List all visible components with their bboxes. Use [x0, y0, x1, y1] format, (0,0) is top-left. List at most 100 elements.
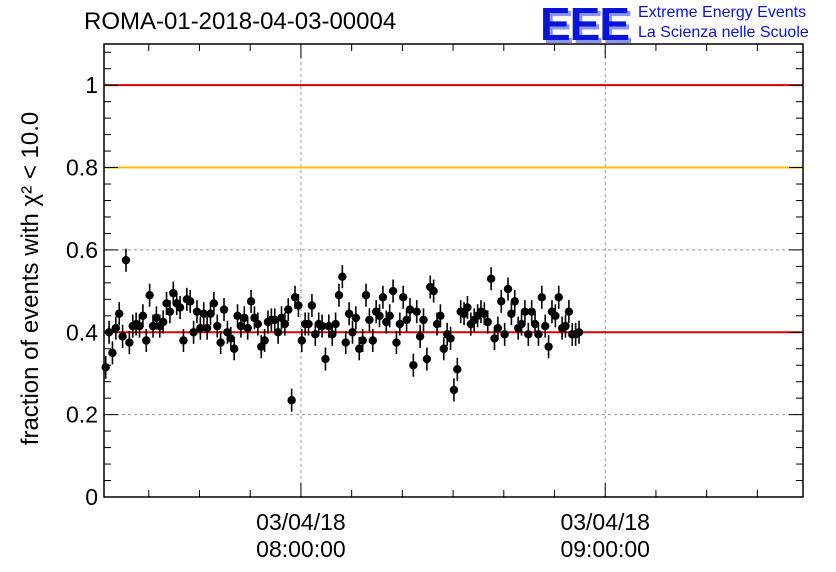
data-point [392, 331, 401, 355]
data-marker [378, 293, 388, 302]
data-point [544, 335, 553, 359]
data-point [307, 293, 317, 318]
data-point [297, 328, 306, 353]
data-point [399, 285, 408, 309]
x-tick-label-date: 03/04/18 [560, 509, 650, 535]
data-marker [135, 321, 144, 331]
data-marker [179, 336, 188, 345]
data-marker [507, 309, 516, 318]
data-point [253, 312, 263, 336]
data-point [415, 324, 425, 348]
data-point [507, 302, 516, 326]
data-point [334, 283, 344, 307]
x-tick-label-time: 09:00:00 [560, 536, 650, 562]
data-point [108, 341, 117, 365]
data-point [287, 388, 296, 412]
data-marker [226, 334, 235, 343]
data-marker [108, 348, 117, 358]
logo-line-2: La Scienza nelle Scuole [638, 24, 809, 41]
data-point [169, 281, 178, 305]
data-marker [483, 317, 492, 327]
data-marker [341, 338, 350, 347]
data-marker [148, 321, 158, 331]
data-marker [419, 315, 428, 325]
data-marker [490, 334, 499, 343]
data-marker [459, 309, 469, 318]
data-marker [334, 291, 344, 300]
data-point [368, 328, 377, 353]
data-point [284, 298, 293, 322]
data-marker [206, 309, 215, 318]
axes: 00.20.40.60.8103/04/1808:00:0003/04/1809… [66, 44, 803, 562]
data-point [213, 314, 222, 338]
data-point [419, 308, 428, 332]
data-point [395, 312, 405, 336]
data-marker [223, 328, 232, 337]
data-point [317, 314, 327, 338]
data-marker [294, 301, 303, 310]
data-marker [348, 328, 357, 337]
data-point [436, 304, 445, 328]
data-marker [169, 288, 178, 298]
x-tick-label-time: 08:00:00 [256, 536, 346, 562]
data-marker [233, 311, 242, 320]
data-point [497, 289, 506, 313]
reference-lines [104, 84, 803, 334]
data-point [375, 304, 384, 328]
data-marker [162, 299, 171, 308]
data-marker [260, 336, 269, 345]
data-marker [142, 336, 151, 345]
data-point [101, 355, 110, 379]
data-point [175, 296, 185, 320]
data-marker [351, 313, 361, 323]
data-marker [429, 286, 438, 296]
data-marker [175, 303, 185, 312]
data-marker [196, 323, 205, 333]
data-marker [189, 328, 198, 337]
data-point [365, 308, 374, 332]
data-marker [213, 321, 222, 331]
data-point [338, 265, 347, 289]
data-point [344, 302, 354, 326]
data-marker [216, 338, 225, 347]
data-point [463, 296, 472, 320]
data-point [165, 300, 175, 324]
data-marker [158, 317, 168, 327]
data-point [551, 304, 560, 328]
data-marker [544, 342, 553, 351]
data-point [537, 285, 547, 309]
data-marker [273, 328, 283, 337]
data-point [564, 300, 574, 324]
data-marker [257, 342, 266, 351]
data-point [219, 298, 229, 322]
data-marker [375, 311, 384, 320]
data-point [192, 300, 202, 324]
data-marker [497, 297, 506, 306]
data-point [142, 328, 151, 353]
data-marker [246, 297, 256, 306]
data-point [121, 248, 131, 272]
data-point [510, 289, 519, 313]
data-point [503, 277, 513, 301]
data-point [388, 279, 398, 303]
y-tick-label: 1 [85, 72, 98, 98]
data-point [500, 322, 509, 346]
data-point [574, 320, 584, 344]
data-point [118, 324, 127, 348]
data-marker [432, 319, 442, 329]
data-point [429, 279, 438, 303]
data-marker [311, 330, 320, 339]
data-point [409, 353, 418, 377]
data-marker [534, 330, 543, 339]
data-marker [388, 286, 398, 296]
data-marker [463, 303, 472, 312]
data-points [101, 248, 584, 412]
data-point [294, 293, 303, 318]
data-marker [524, 330, 533, 339]
data-marker [368, 336, 377, 345]
x-tick-label-date: 03/04/18 [256, 509, 346, 535]
data-marker [554, 293, 563, 302]
data-marker [493, 323, 503, 333]
data-point [378, 285, 388, 309]
